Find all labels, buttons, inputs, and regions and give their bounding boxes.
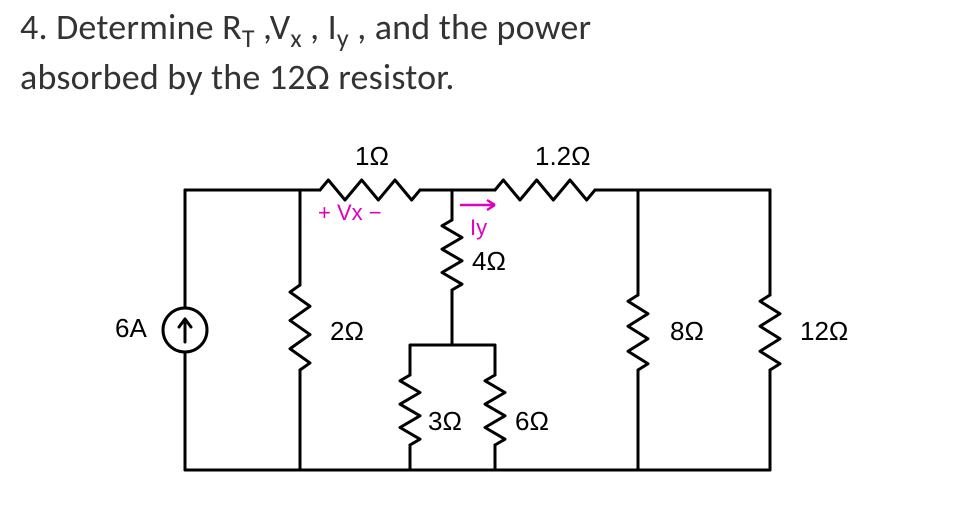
current-source-arrow (179, 319, 191, 342)
sub-y: y (337, 22, 349, 54)
resistor-6ohm (485, 375, 505, 445)
pt3: , I (302, 5, 337, 49)
sub-x: x (290, 22, 301, 54)
pt1: Determine R (56, 5, 242, 49)
sub-t: T (242, 22, 255, 54)
resistor-12ohm (760, 295, 780, 370)
resistor-3ohm (400, 375, 420, 445)
current-source-label: 6A (115, 313, 147, 343)
label-1p2ohm: 1.2Ω (535, 141, 591, 171)
label-8ohm: 8Ω (670, 316, 704, 346)
resistor-2ohm (290, 285, 310, 370)
label-2ohm: 2Ω (330, 316, 364, 346)
resistor-4ohm (442, 220, 462, 290)
label-3ohm: 3Ω (428, 406, 462, 436)
pt2: ,V (255, 5, 291, 49)
annotation-iy-arrow (460, 200, 495, 210)
line2: absorbed by the 12Ω resistor. (20, 55, 455, 99)
annotation-vx: + Vx − (318, 200, 382, 225)
label-12ohm: 12Ω (800, 316, 848, 346)
resistor-1ohm (320, 180, 420, 200)
circuit-diagram: 6A 1Ω 1.2Ω 4Ω 2Ω 3Ω 6Ω 8Ω 12Ω + Vx − Iy (80, 135, 900, 505)
label-6ohm: 6Ω (515, 406, 549, 436)
problem-statement: 4. Determine RT ,Vx , Iy , and the power… (20, 5, 940, 100)
annotation-iy: Iy (470, 215, 487, 240)
resistor-1p2ohm (495, 180, 595, 200)
label-1ohm: 1Ω (355, 141, 389, 171)
problem-number: 4. (20, 5, 48, 49)
pt4: , and the power (349, 5, 591, 49)
label-4ohm: 4Ω (472, 246, 506, 276)
resistor-8ohm (628, 295, 648, 370)
